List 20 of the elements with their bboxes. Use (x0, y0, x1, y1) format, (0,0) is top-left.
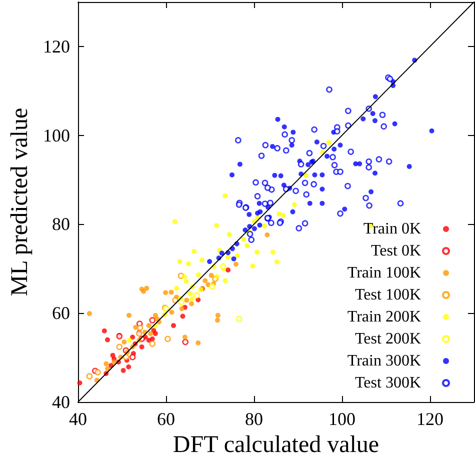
legend-label: Train 200K (347, 308, 422, 326)
x-axis-title: DFT calculated value (172, 432, 380, 458)
x-tick-label: 120 (416, 409, 444, 429)
x-tick-label: 60 (157, 409, 175, 429)
legend-label: Test 100K (355, 286, 422, 304)
legend-label: Train 100K (347, 264, 422, 282)
y-tick-label: 80 (52, 214, 70, 234)
legend-label: Test 300K (355, 374, 422, 392)
legend-label: Test 0K (371, 242, 422, 260)
y-tick-label: 120 (43, 36, 70, 56)
x-tick-label: 100 (328, 409, 356, 429)
x-tick-label: 40 (69, 409, 87, 429)
y-axis-title: ML predicted value (7, 108, 34, 296)
y-tick-label: 100 (43, 125, 70, 146)
legend-label: Train 300K (347, 352, 422, 370)
y-tick-label: 60 (52, 303, 70, 324)
legend-label: Test 200K (355, 330, 422, 348)
x-tick-label: 80 (245, 409, 263, 429)
legend-label: Train 0K (363, 220, 422, 238)
y-tick-label: 40 (52, 392, 70, 412)
